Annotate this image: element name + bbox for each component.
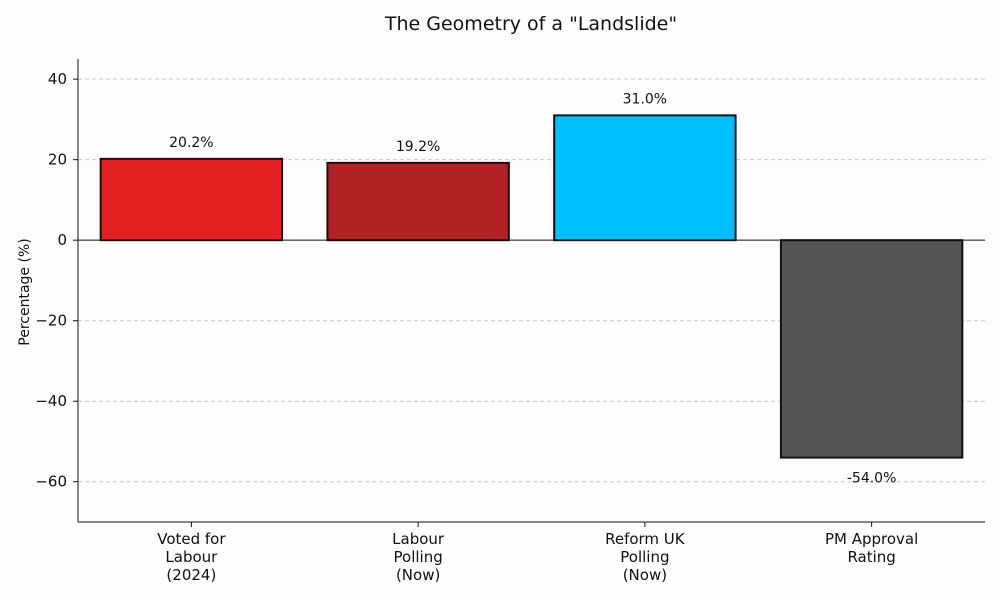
x-tick-label: (Now) <box>396 566 440 584</box>
bar <box>553 114 737 242</box>
category-labels: Voted forLabour(2024)LabourPolling(Now)R… <box>157 522 918 584</box>
y-tick-label: −40 <box>35 392 67 410</box>
x-tick-label: (2024) <box>166 566 216 584</box>
data-labels: 20.2% 19.2% 31.0% -54.0% <box>169 91 896 486</box>
y-tick-label: 40 <box>48 70 67 88</box>
axes <box>77 59 985 523</box>
x-tick-label: Rating <box>847 548 895 566</box>
x-tick-label: Labour <box>165 548 218 566</box>
y-tick-label: 0 <box>57 231 67 249</box>
x-tick-label: Labour <box>392 530 445 548</box>
data-label: 31.0% <box>623 91 667 107</box>
x-tick-label: (Now) <box>623 566 667 584</box>
y-axis-label: Percentage (%) <box>17 238 33 345</box>
y-tick-label: −20 <box>35 312 67 330</box>
data-label: 19.2% <box>396 139 440 155</box>
bar <box>99 157 284 242</box>
x-tick-label: Polling <box>620 548 669 566</box>
x-tick-label: PM Approval <box>825 530 918 548</box>
x-tick-label: Polling <box>394 548 443 566</box>
x-tick-label: Voted for <box>157 530 226 548</box>
y-tick-label: 20 <box>48 151 67 169</box>
x-tick-label: Reform UK <box>605 530 686 548</box>
bar <box>779 239 964 459</box>
y-tick-label: −60 <box>35 473 67 491</box>
data-label: -54.0% <box>847 471 897 487</box>
y-ticks: −60 −40 −20 0 20 40 <box>35 70 78 491</box>
data-label: 20.2% <box>169 135 213 151</box>
bar <box>326 161 510 242</box>
bars <box>99 114 964 459</box>
chart-title: The Geometry of a "Landslide" <box>384 13 677 35</box>
